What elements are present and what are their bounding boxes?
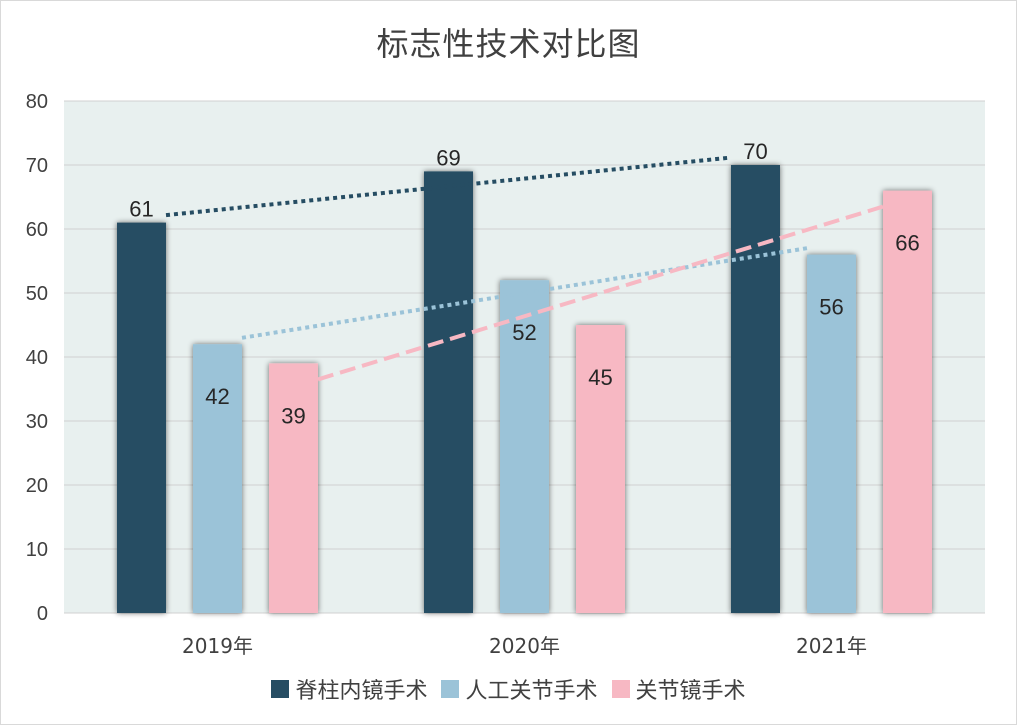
bar bbox=[269, 363, 318, 613]
x-tick-label: 2019年 bbox=[182, 634, 253, 658]
data-label: 69 bbox=[436, 145, 460, 170]
bar bbox=[500, 280, 549, 613]
trendline bbox=[317, 204, 884, 382]
legend-item: 关节镜手术 bbox=[611, 673, 746, 705]
data-label: 56 bbox=[819, 295, 843, 320]
data-label: 70 bbox=[743, 139, 767, 164]
x-tick-label: 2020年 bbox=[489, 634, 560, 658]
data-label: 52 bbox=[512, 320, 536, 345]
x-tick-label: 2021年 bbox=[796, 634, 867, 658]
chart-title: 标志性技术对比图 bbox=[376, 25, 641, 63]
bar bbox=[807, 254, 856, 613]
y-tick-label: 70 bbox=[26, 155, 48, 177]
legend-swatch bbox=[611, 680, 630, 698]
y-tick-label: 40 bbox=[26, 347, 48, 369]
legend-swatch bbox=[271, 680, 290, 698]
legend-label: 关节镜手术 bbox=[635, 679, 746, 704]
bar bbox=[883, 190, 932, 613]
y-tick-label: 0 bbox=[37, 603, 48, 625]
data-label: 61 bbox=[129, 197, 153, 222]
legend: 脊柱内镜手术 人工关节手术 关节镜手术 bbox=[1, 673, 1016, 705]
legend-label: 人工关节手术 bbox=[465, 679, 598, 704]
y-tick-label: 30 bbox=[26, 411, 48, 433]
bar bbox=[424, 171, 473, 613]
bar bbox=[731, 165, 780, 613]
legend-item: 人工关节手术 bbox=[441, 673, 598, 705]
bar bbox=[576, 325, 625, 613]
bar bbox=[117, 222, 166, 613]
legend-item: 脊柱内镜手术 bbox=[271, 673, 427, 705]
y-tick-label: 10 bbox=[26, 539, 48, 561]
y-tick-label: 80 bbox=[26, 91, 48, 113]
bar bbox=[193, 344, 242, 613]
y-tick-label: 50 bbox=[26, 283, 48, 305]
data-label: 42 bbox=[205, 384, 229, 409]
legend-swatch bbox=[441, 680, 460, 698]
legend-label: 脊柱内镜手术 bbox=[295, 679, 428, 704]
data-label: 39 bbox=[281, 403, 305, 428]
trendline bbox=[165, 155, 732, 218]
data-label: 66 bbox=[895, 231, 919, 256]
y-tick-label: 60 bbox=[26, 219, 48, 241]
data-label: 45 bbox=[588, 365, 612, 390]
y-tick-label: 20 bbox=[26, 475, 48, 497]
